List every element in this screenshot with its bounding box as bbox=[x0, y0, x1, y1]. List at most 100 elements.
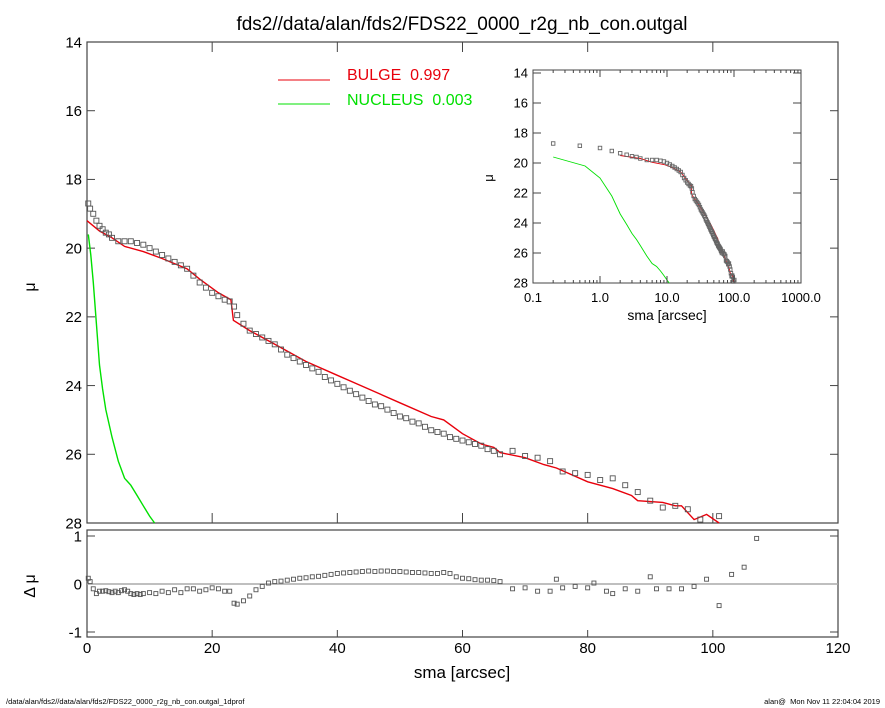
y-tick-label: 0 bbox=[74, 576, 82, 593]
data-point bbox=[271, 341, 278, 348]
data-point bbox=[246, 327, 253, 334]
data-point bbox=[90, 210, 97, 217]
data-point bbox=[371, 401, 378, 408]
data-point bbox=[478, 442, 485, 449]
data-point bbox=[196, 279, 203, 286]
data-point bbox=[303, 362, 309, 368]
data-point bbox=[184, 265, 191, 272]
data-point bbox=[87, 579, 93, 585]
data-point bbox=[403, 569, 409, 575]
y-tick-label: 28 bbox=[65, 515, 82, 532]
data-point bbox=[340, 384, 347, 391]
data-point bbox=[278, 346, 284, 353]
data-point bbox=[484, 446, 491, 453]
x-tick-label: 10.0 bbox=[654, 290, 679, 305]
data-point bbox=[209, 585, 215, 591]
data-point bbox=[265, 337, 272, 344]
y-tick-label: 14 bbox=[514, 66, 528, 81]
inset-background bbox=[533, 70, 801, 283]
data-point bbox=[215, 586, 221, 592]
data-point bbox=[459, 437, 466, 444]
data-point bbox=[435, 570, 440, 576]
data-point bbox=[741, 564, 747, 570]
data-point bbox=[428, 427, 435, 434]
data-point bbox=[234, 312, 241, 319]
data-point bbox=[644, 157, 650, 163]
data-point bbox=[97, 588, 102, 594]
data-point bbox=[226, 298, 233, 305]
data-point bbox=[497, 451, 503, 458]
data-point bbox=[347, 570, 353, 575]
y-tick-label: 22 bbox=[65, 309, 82, 326]
data-point bbox=[603, 588, 609, 594]
data-point bbox=[609, 475, 616, 482]
data-point bbox=[197, 588, 203, 594]
data-point bbox=[241, 598, 246, 604]
x-tick-label: 20 bbox=[204, 640, 221, 657]
data-point bbox=[115, 238, 122, 245]
y-tick-label: 26 bbox=[65, 447, 82, 464]
data-point bbox=[560, 585, 566, 591]
data-point bbox=[409, 418, 416, 425]
data-point bbox=[716, 513, 723, 520]
y-tick-label: 18 bbox=[65, 172, 82, 189]
data-point bbox=[109, 234, 115, 241]
data-point bbox=[416, 570, 422, 575]
data-point bbox=[422, 423, 428, 430]
data-point bbox=[152, 248, 159, 255]
data-point bbox=[159, 588, 165, 594]
data-point bbox=[106, 589, 112, 595]
data-point bbox=[396, 413, 403, 420]
data-point bbox=[231, 600, 237, 606]
data-point bbox=[341, 570, 347, 576]
data-point bbox=[112, 588, 118, 594]
data-point bbox=[547, 458, 554, 465]
data-point bbox=[118, 588, 124, 594]
data-point bbox=[359, 394, 366, 401]
x-tick-label: 1.0 bbox=[591, 290, 609, 305]
data-point bbox=[140, 241, 147, 248]
data-point bbox=[716, 603, 722, 609]
data-point bbox=[372, 569, 378, 574]
data-point bbox=[384, 568, 390, 574]
inset-ylabel: μ bbox=[481, 174, 496, 182]
data-point bbox=[617, 151, 623, 156]
data-point bbox=[190, 272, 197, 279]
data-point bbox=[328, 377, 335, 384]
data-point bbox=[215, 293, 222, 300]
legend: BULGE 0.997 NUCLEUS 0.003 bbox=[278, 67, 472, 109]
data-point bbox=[378, 403, 385, 410]
data-point bbox=[553, 576, 559, 582]
data-point bbox=[165, 255, 172, 262]
footer-right: alan@ Mon Nov 11 22:04:04 2019 bbox=[764, 697, 880, 706]
data-point bbox=[547, 588, 553, 594]
y-tick-label: 22 bbox=[514, 186, 528, 201]
y-tick-label: -1 bbox=[69, 624, 82, 641]
data-point bbox=[585, 585, 591, 591]
x-tick-label: 1000.0 bbox=[781, 290, 821, 305]
data-point bbox=[159, 252, 166, 258]
data-point bbox=[346, 387, 353, 394]
residual-ylabel: Δ μ bbox=[22, 574, 39, 597]
data-point bbox=[726, 261, 732, 266]
data-point bbox=[127, 238, 134, 245]
series-line-nucleus bbox=[553, 156, 670, 284]
data-point bbox=[259, 583, 265, 589]
data-point bbox=[105, 231, 112, 238]
data-point bbox=[460, 575, 465, 581]
y-tick-label: 28 bbox=[514, 276, 528, 291]
data-point bbox=[253, 587, 259, 593]
data-point bbox=[453, 435, 460, 442]
data-point bbox=[729, 274, 734, 279]
data-point bbox=[472, 441, 478, 447]
data-point bbox=[447, 570, 453, 576]
data-point bbox=[177, 262, 184, 269]
data-point bbox=[629, 154, 635, 159]
data-point bbox=[359, 569, 365, 574]
data-point bbox=[696, 202, 702, 208]
data-point bbox=[253, 331, 259, 337]
data-point bbox=[666, 586, 672, 592]
data-point bbox=[153, 591, 159, 597]
data-point bbox=[202, 284, 209, 291]
